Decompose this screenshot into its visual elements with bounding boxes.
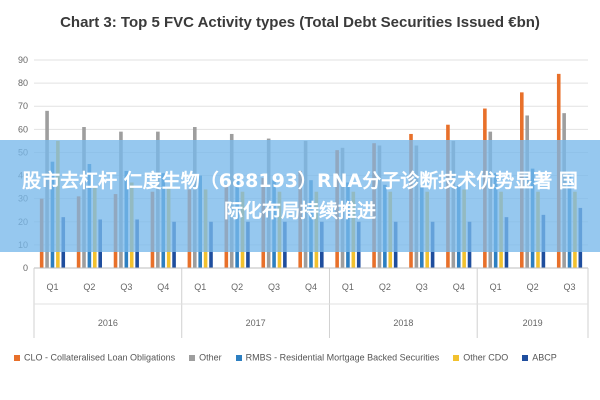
legend-label: CLO - Collateralised Loan Obligations [24, 352, 176, 363]
legend-swatch [14, 354, 20, 361]
legend-item: CLO - Collateralised Loan Obligations [14, 352, 175, 363]
x-tick-label: Q2 [231, 282, 243, 292]
x-group-label: 2016 [98, 318, 118, 328]
legend-label: Other [199, 352, 222, 363]
legend-item: ABCP [522, 352, 557, 363]
legend-swatch [235, 354, 242, 361]
x-group-label: 2017 [246, 318, 266, 328]
x-group-label: 2019 [523, 318, 543, 328]
legend-item: Other [189, 352, 222, 363]
x-tick-label: Q3 [564, 282, 576, 292]
x-tick-label: Q2 [83, 282, 95, 292]
legend-swatch [453, 354, 460, 361]
legend-label: RMBS - Residential Mortgage Backed Secur… [245, 352, 440, 363]
x-tick-label: Q4 [157, 282, 169, 292]
x-tick-label: Q2 [527, 282, 539, 292]
y-tick-label: 90 [18, 55, 28, 65]
y-tick-label: 60 [18, 124, 28, 134]
x-tick-label: Q3 [120, 282, 132, 292]
x-tick-label: Q4 [305, 282, 317, 292]
legend-item: Other CDO [453, 352, 508, 363]
legend-swatch [522, 354, 529, 361]
x-tick-label: Q1 [194, 282, 206, 292]
y-tick-label: 80 [18, 78, 28, 88]
x-tick-label: Q3 [268, 282, 280, 292]
overlay-banner: 股市去杠杆 仁度生物（688193）RNA分子诊断技术优势显著 国际化布局持续推… [0, 140, 600, 252]
overlay-headline: 股市去杠杆 仁度生物（688193）RNA分子诊断技术优势显著 国际化布局持续推… [22, 170, 578, 222]
x-group-label: 2018 [393, 318, 413, 328]
x-tick-label: Q1 [342, 282, 354, 292]
x-tick-label: Q2 [379, 282, 391, 292]
legend-label: ABCP [532, 352, 557, 363]
x-axis: Q1 Q2 Q3 Q4 Q1 Q2 Q3 Q4 Q1 Q2 Q3 Q4 Q1 Q2 Q3 2016 2017 20… [33, 267, 589, 338]
legend-label: Other CDO [463, 352, 509, 363]
x-tick-label: Q3 [416, 282, 428, 292]
x-tick-label: Q4 [453, 282, 465, 292]
x-tick-label: Q1 [490, 282, 502, 292]
chart-legend: CLO - Collateralised Loan Obligations Oth… [14, 352, 594, 368]
y-tick-label: 0 [23, 263, 28, 273]
legend-swatch [189, 354, 196, 361]
x-tick-label: Q1 [46, 282, 58, 292]
y-tick-label: 70 [18, 101, 28, 111]
chart-title: Chart 3: Top 5 FVC Activity types (Total… [60, 14, 540, 31]
legend-item: RMBS - Residential Mortgage Backed Secur… [235, 352, 440, 363]
